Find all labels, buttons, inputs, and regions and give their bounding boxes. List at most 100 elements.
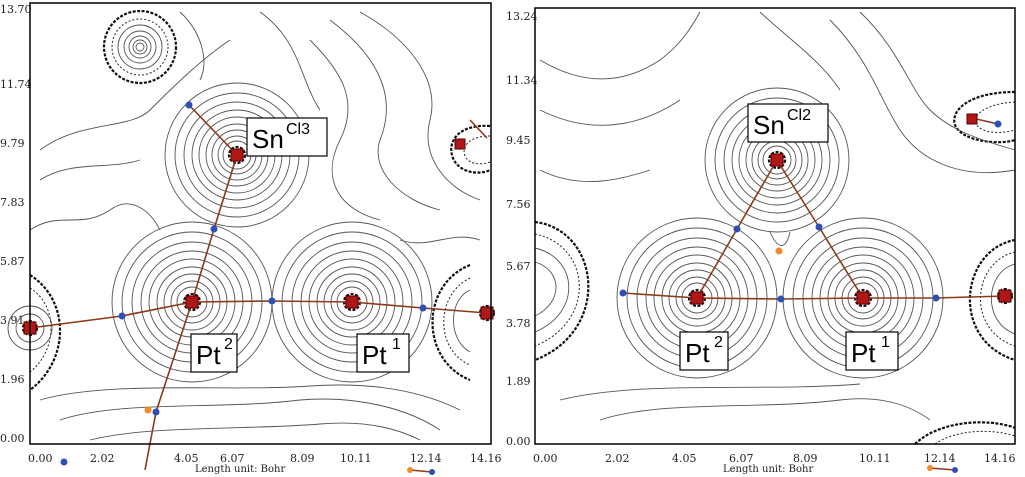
bond-path <box>622 292 1006 300</box>
x-tick-label: 6.07 <box>729 452 754 465</box>
label-pt1-base: Pt <box>851 338 876 368</box>
y-tick-label: 9.79 <box>0 137 25 150</box>
bond-path <box>188 104 238 156</box>
y-tick-label: 9.45 <box>506 134 531 147</box>
nucleus-marker <box>454 138 466 150</box>
nucleus-marker <box>966 113 978 125</box>
nucleus-marker <box>770 153 784 167</box>
bond-paths <box>622 117 1006 471</box>
nuclei <box>690 113 1012 305</box>
x-tick-label: 12.14 <box>410 452 442 465</box>
panel-left: 13.70 11.74 9.79 7.83 5.87 3.91 1.96 0.0… <box>0 2 502 475</box>
label-sn-sup: Cl2 <box>787 107 811 124</box>
label-sn-base: Sn <box>753 110 785 140</box>
y-tick-label: 13.24 <box>506 10 538 23</box>
contour-group-h <box>450 124 491 174</box>
plot-frame <box>534 7 1016 445</box>
background-contours <box>29 11 481 441</box>
unit-label: Length unit: Bohr <box>723 464 813 475</box>
label-pt1-base: Pt <box>362 340 387 370</box>
x-tick-label: 0.00 <box>28 452 53 465</box>
y-tick-label: 7.83 <box>0 196 25 209</box>
y-tick-label: 5.67 <box>506 260 531 273</box>
x-tick-label: 14.16 <box>984 452 1016 465</box>
x-tick-label: 4.05 <box>672 452 697 465</box>
bond-critical-point <box>118 312 126 320</box>
label-sn-sup: Cl3 <box>286 121 310 138</box>
nucleus-marker <box>230 148 244 162</box>
panel-right: 13.24 11.34 9.45 7.56 5.67 3.78 1.89 0.0… <box>506 7 1016 475</box>
nucleus-marker <box>856 291 870 305</box>
nucleus-marker <box>690 291 704 305</box>
bond-paths <box>29 104 488 473</box>
label-pt2-base: Pt <box>196 340 221 370</box>
nucleus-marker <box>345 295 359 309</box>
bond-critical-point <box>932 294 940 302</box>
bond-critical-point <box>994 120 1002 128</box>
bond-path <box>469 119 488 139</box>
label-pt2-sup: 2 <box>714 334 723 351</box>
y-tick-label: 5.87 <box>0 255 25 268</box>
x-tick-label: 8.09 <box>290 452 315 465</box>
x-tick-label: 8.09 <box>793 452 818 465</box>
y-tick-label: 1.89 <box>506 375 531 388</box>
label-pt2: Pt 2 <box>679 331 729 371</box>
label-pt1: Pt 1 <box>356 333 410 373</box>
bond-critical-point <box>619 289 627 297</box>
contour-group-h <box>953 90 1016 144</box>
contour-group-bottom-right <box>914 421 1016 445</box>
x-tick-label: 12.14 <box>924 452 956 465</box>
ring-critical-point <box>927 465 933 471</box>
bond-path <box>696 158 864 299</box>
x-tick-label: 10.11 <box>859 452 891 465</box>
bond-critical-point <box>952 467 958 473</box>
label-pt1-sup: 1 <box>392 336 401 353</box>
label-sn: Sn Cl3 <box>246 117 328 157</box>
label-pt2-base: Pt <box>685 338 710 368</box>
y-tick-label: 3.78 <box>506 317 531 330</box>
bond-critical-point <box>419 304 427 312</box>
ring-critical-point <box>144 406 152 414</box>
bond-path <box>409 469 433 473</box>
nucleus-marker <box>185 295 199 309</box>
bond-critical-point <box>429 469 435 475</box>
x-tick-label: 0.00 <box>533 452 558 465</box>
ring-critical-point <box>775 247 783 255</box>
bond-critical-point <box>733 225 741 233</box>
x-tick-label: 2.02 <box>605 452 630 465</box>
y-tick-label: 0.00 <box>0 432 25 445</box>
contour-plot <box>534 11 1016 445</box>
background-contours <box>539 11 1016 421</box>
x-tick-label: 14.16 <box>470 452 502 465</box>
bond-path <box>929 467 956 471</box>
y-tick-label: 11.34 <box>506 74 538 87</box>
label-pt2: Pt 2 <box>190 333 238 373</box>
nuclei <box>23 138 494 335</box>
y-tick-label: 3.91 <box>0 314 25 327</box>
contour-plot <box>7 9 496 441</box>
nucleus-marker <box>480 306 494 320</box>
bond-critical-point <box>152 408 160 416</box>
bond-critical-point <box>268 297 276 305</box>
bond-critical-point <box>777 295 785 303</box>
nucleus-marker <box>998 289 1012 303</box>
bond-path <box>144 301 193 471</box>
contour-group-right-edge <box>431 263 496 382</box>
bond-critical-point <box>60 458 68 466</box>
label-pt2-sup: 2 <box>224 336 233 353</box>
bond-critical-point <box>210 225 218 233</box>
bond-critical-point <box>815 223 823 231</box>
label-sn-base: Sn <box>252 124 284 154</box>
x-tick-label: 6.07 <box>220 452 245 465</box>
critical-points <box>60 101 435 475</box>
y-tick-label: 13.70 <box>0 3 32 16</box>
label-sn: Sn Cl2 <box>747 103 829 143</box>
unit-label: Length unit: Bohr <box>195 464 285 475</box>
ring-critical-point <box>407 467 413 473</box>
y-tick-label: 0.00 <box>506 435 531 448</box>
x-tick-label: 4.05 <box>174 452 199 465</box>
y-tick-label: 7.56 <box>506 198 531 211</box>
label-pt1: Pt 1 <box>845 331 899 371</box>
critical-points <box>619 120 1002 473</box>
